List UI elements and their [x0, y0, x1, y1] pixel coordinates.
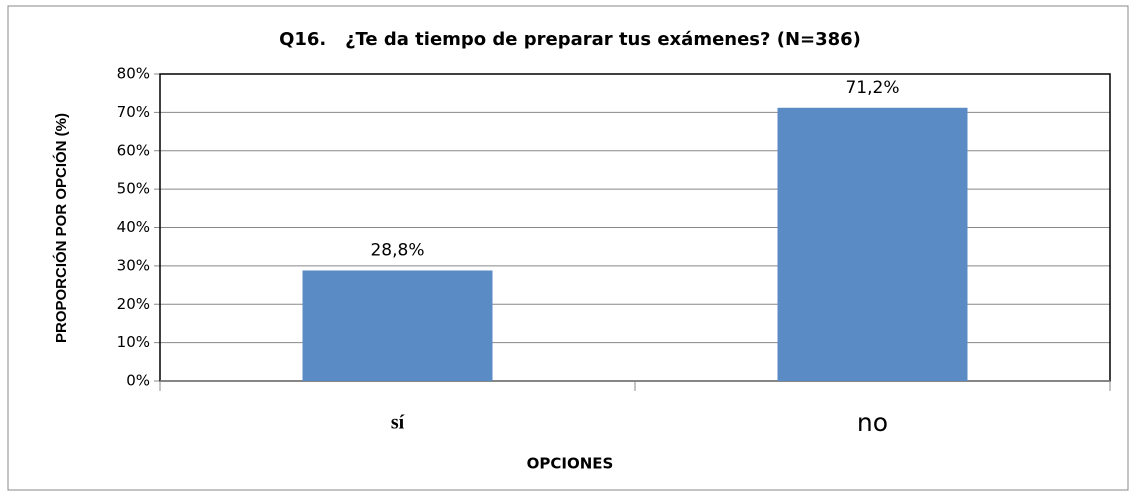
bar	[777, 107, 968, 382]
chart-title: Q16. ¿Te da tiempo de preparar tus exáme…	[279, 29, 861, 50]
chart-border	[7, 5, 1129, 491]
y-tick-label: 40%	[117, 218, 150, 236]
y-tick-label: 10%	[117, 333, 150, 351]
data-label: 71,2%	[845, 78, 899, 98]
y-tick-label: 50%	[117, 180, 150, 198]
y-tick-label: 70%	[117, 103, 150, 121]
x-tick-label: sí	[391, 412, 405, 434]
x-tick-label: no	[857, 408, 888, 437]
y-tick-label: 0%	[126, 372, 150, 390]
y-tick-label: 30%	[117, 256, 150, 274]
x-axis-label: OPCIONES	[527, 455, 614, 473]
data-label: 28,8%	[370, 240, 424, 260]
y-tick-label: 80%	[117, 65, 150, 83]
bar	[302, 270, 493, 381]
y-tick-label: 20%	[117, 295, 150, 313]
y-tick-label: 60%	[117, 141, 150, 159]
y-axis-label: PROPORCIÓN POR OPCIÓN (%)	[52, 113, 70, 343]
